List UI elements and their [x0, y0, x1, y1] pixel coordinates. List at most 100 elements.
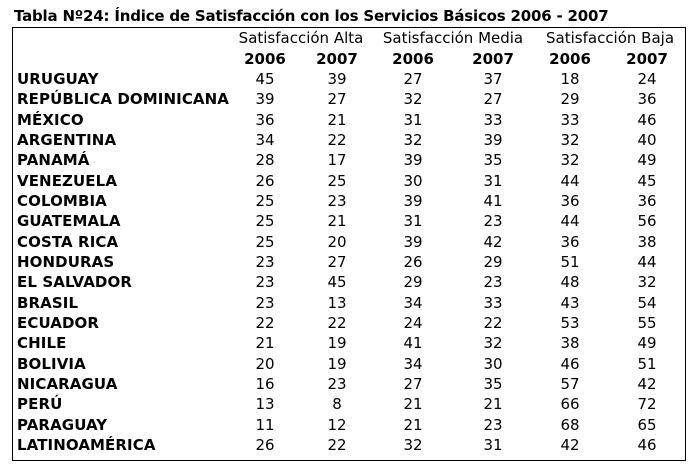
value-cell: 57: [560, 375, 580, 394]
country-name: HONDURAS: [17, 252, 115, 271]
value-cell: 53: [560, 313, 580, 332]
value-cell: 32: [483, 334, 503, 353]
country-name: BRASIL: [17, 293, 79, 312]
value-cell: 23: [483, 212, 503, 231]
table-row: PARAGUAY 11 12 21 23 68 65: [17, 415, 687, 435]
value-cell: 31: [403, 110, 423, 129]
country-name: COLOMBIA: [17, 191, 107, 210]
country-name: PERÚ: [17, 395, 63, 414]
value-cell: 40: [637, 130, 657, 149]
table-row: ARGENTINA 34 22 32 39 32 40: [17, 130, 687, 150]
table-title: Tabla Nº24: Índice de Satisfacción con l…: [14, 7, 609, 25]
year-header-row: 2006 2007 2006 2007 2006 2007: [17, 48, 687, 68]
value-cell: 49: [637, 151, 657, 170]
value-cell: 32: [560, 130, 580, 149]
value-cell: 39: [403, 151, 423, 170]
corner-cell: [17, 48, 229, 68]
value-cell: 36: [637, 90, 657, 109]
value-cell: 21: [327, 110, 347, 129]
year-header: 2006: [244, 49, 286, 68]
value-cell: 21: [403, 395, 423, 414]
country-name: REPÚBLICA DOMINICANA: [17, 90, 230, 109]
country-name: LATINOAMÉRICA: [17, 436, 156, 455]
value-cell: 8: [332, 395, 342, 414]
value-cell: 21: [483, 395, 503, 414]
value-cell: 29: [483, 252, 503, 271]
value-cell: 13: [255, 395, 275, 414]
value-cell: 23: [327, 191, 347, 210]
table-row: PANAMÁ 28 17 39 35 32 49: [17, 150, 687, 170]
value-cell: 38: [560, 334, 580, 353]
table-row: BRASIL 23 13 34 33 43 54: [17, 292, 687, 312]
satisfaction-table: Satisfacción Alta Satisfacción Media Sat…: [17, 28, 687, 455]
value-cell: 36: [255, 110, 275, 129]
value-cell: 32: [403, 436, 423, 455]
table-row: URUGUAY 45 39 27 37 18 24: [17, 69, 687, 89]
value-cell: 24: [637, 69, 657, 88]
value-cell: 45: [637, 171, 657, 190]
corner-cell: [17, 28, 229, 48]
value-cell: 19: [327, 354, 347, 373]
country-name: NICARAGUA: [17, 375, 118, 394]
value-cell: 51: [637, 354, 657, 373]
table-row: BOLIVIA 20 19 34 30 46 51: [17, 354, 687, 374]
value-cell: 39: [403, 232, 423, 251]
value-cell: 26: [255, 436, 275, 455]
value-cell: 22: [255, 313, 275, 332]
value-cell: 34: [403, 354, 423, 373]
table-row: NICARAGUA 16 23 27 35 57 42: [17, 374, 687, 394]
value-cell: 45: [255, 69, 275, 88]
table-row: CHILE 21 19 41 32 38 49: [17, 333, 687, 353]
value-cell: 31: [483, 171, 503, 190]
value-cell: 23: [255, 273, 275, 292]
value-cell: 11: [255, 415, 275, 434]
value-cell: 13: [327, 293, 347, 312]
year-header: 2007: [626, 49, 668, 68]
value-cell: 42: [560, 436, 580, 455]
value-cell: 21: [255, 334, 275, 353]
table-frame: [12, 27, 686, 461]
value-cell: 42: [637, 375, 657, 394]
country-name: COSTA RICA: [17, 232, 119, 251]
value-cell: 44: [560, 171, 580, 190]
value-cell: 39: [255, 90, 275, 109]
value-cell: 66: [560, 395, 580, 414]
value-cell: 42: [483, 232, 503, 251]
value-cell: 31: [483, 436, 503, 455]
value-cell: 17: [327, 151, 347, 170]
table-body: URUGUAY 45 39 27 37 18 24 REPÚBLICA DOMINICANA 3…: [17, 69, 687, 456]
value-cell: 49: [637, 334, 657, 353]
group-header-baja: Satisfacción Baja: [546, 29, 675, 48]
value-cell: 46: [637, 110, 657, 129]
country-name: PANAMÁ: [17, 151, 90, 170]
value-cell: 22: [327, 130, 347, 149]
value-cell: 38: [637, 232, 657, 251]
value-cell: 20: [255, 354, 275, 373]
value-cell: 37: [483, 69, 503, 88]
value-cell: 27: [403, 69, 423, 88]
value-cell: 39: [483, 130, 503, 149]
value-cell: 68: [560, 415, 580, 434]
value-cell: 35: [483, 375, 503, 394]
value-cell: 46: [637, 436, 657, 455]
group-header-alta: Satisfacción Alta: [238, 29, 364, 48]
country-name: GUATEMALA: [17, 212, 121, 231]
value-cell: 25: [327, 171, 347, 190]
value-cell: 39: [327, 69, 347, 88]
value-cell: 34: [403, 293, 423, 312]
value-cell: 32: [560, 151, 580, 170]
value-cell: 45: [327, 273, 347, 292]
value-cell: 22: [483, 313, 503, 332]
value-cell: 24: [403, 313, 423, 332]
value-cell: 25: [255, 212, 275, 231]
value-cell: 36: [560, 191, 580, 210]
value-cell: 35: [483, 151, 503, 170]
value-cell: 72: [637, 395, 657, 414]
value-cell: 54: [637, 293, 657, 312]
value-cell: 39: [403, 191, 423, 210]
country-name: MÉXICO: [17, 110, 84, 129]
value-cell: 31: [403, 212, 423, 231]
country-name: CHILE: [17, 334, 67, 353]
value-cell: 26: [255, 171, 275, 190]
value-cell: 27: [483, 90, 503, 109]
